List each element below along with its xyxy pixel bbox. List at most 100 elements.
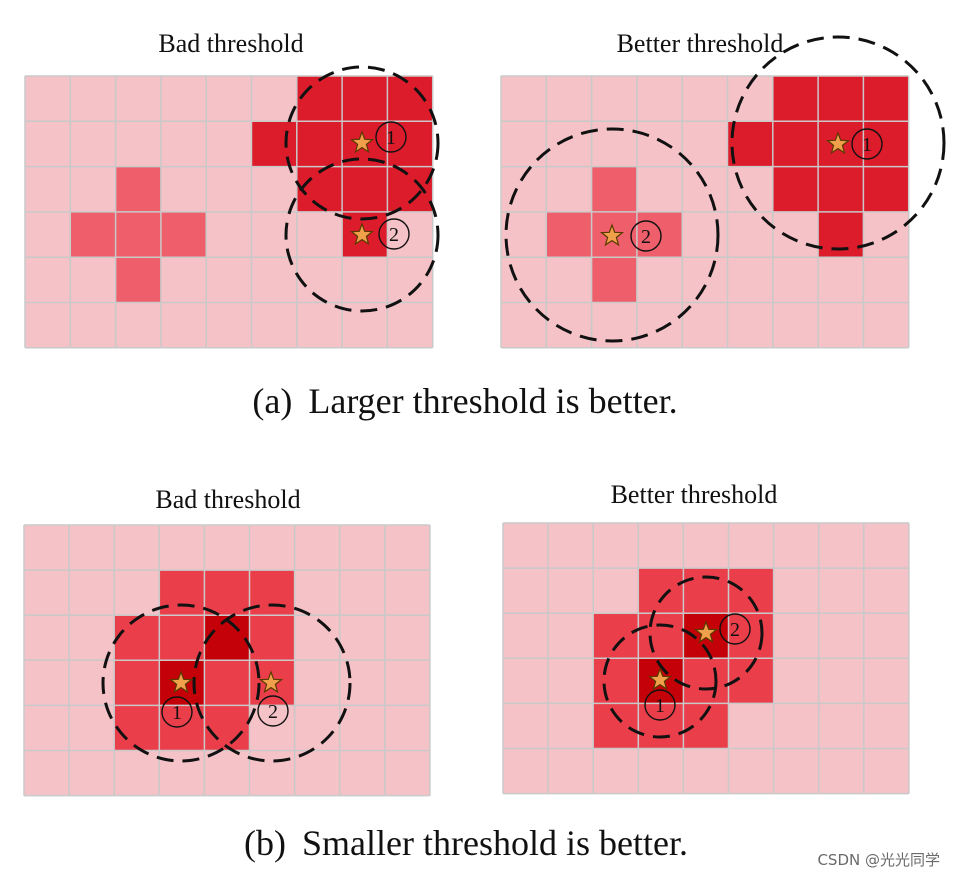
highlighted-cell xyxy=(638,613,684,659)
marker-number-circle xyxy=(630,220,662,252)
panel-b: Bad threshold Better threshold 1 2 1 2 (b) S… xyxy=(23,480,910,863)
panel-a-left-grid xyxy=(24,75,434,349)
highlighted-cell xyxy=(114,660,160,706)
highlighted-cell xyxy=(683,658,729,704)
panel-b-caption: (b) Smaller threshold is better. xyxy=(244,823,688,863)
marker-number-circle xyxy=(644,689,676,721)
highlighted-cell xyxy=(727,121,773,167)
panel-b-right-grid xyxy=(502,522,910,795)
panel-a-caption-label: (a) xyxy=(252,381,292,421)
highlighted-cell xyxy=(387,121,433,167)
threshold-circle xyxy=(192,603,352,763)
marker-number: 2 xyxy=(641,226,651,248)
marker-number-circle xyxy=(375,121,407,153)
highlighted-cell xyxy=(159,615,205,661)
grid-lines xyxy=(23,524,431,797)
threshold-circle xyxy=(284,157,440,313)
marker-number-circle xyxy=(161,696,193,728)
panel-b-right-title: Better threshold xyxy=(611,480,778,509)
highlighted-cell xyxy=(387,166,433,212)
highlighted-cell xyxy=(160,211,207,258)
star-icon xyxy=(647,667,673,691)
star-icon xyxy=(693,620,719,644)
threshold-circle xyxy=(730,35,946,251)
highlighted-cell xyxy=(546,211,592,258)
grid-lines xyxy=(502,522,910,795)
highlighted-cell xyxy=(593,703,639,749)
highlighted-cell xyxy=(863,166,909,212)
highlighted-cell xyxy=(863,76,909,122)
panel-b-left-circles xyxy=(101,603,352,763)
highlighted-cell xyxy=(204,705,250,751)
marker-number: 2 xyxy=(268,701,278,723)
marker-number: 2 xyxy=(389,224,399,246)
panel-b-caption-text: Smaller threshold is better. xyxy=(302,823,688,863)
marker-number: 1 xyxy=(386,127,396,149)
highlighted-cell xyxy=(591,166,637,212)
highlighted-cell xyxy=(342,76,388,122)
highlighted-cell xyxy=(249,615,295,661)
panel-b-right-circles xyxy=(602,575,764,739)
marker-number-circle xyxy=(257,695,289,727)
threshold-circle xyxy=(648,575,764,691)
star-icon xyxy=(258,670,284,694)
highlighted-cell xyxy=(728,568,774,614)
highlighted-cell xyxy=(115,257,161,303)
highlighted-cell xyxy=(683,568,729,614)
panel-a-markers: 1 2 2 1 xyxy=(349,121,883,252)
panel-b-markers: 1 2 1 2 xyxy=(161,613,751,728)
threshold-circle xyxy=(602,623,718,739)
highlighted-cell xyxy=(772,121,819,167)
highlighted-cell xyxy=(249,570,295,616)
highlighted-cell xyxy=(636,211,683,258)
highlighted-cell xyxy=(591,257,637,303)
threshold-circle xyxy=(101,603,261,763)
highlighted-cell xyxy=(114,615,160,661)
highlighted-cell xyxy=(387,76,433,122)
panel-a-left-title: Bad threshold xyxy=(158,29,303,58)
highlighted-cell xyxy=(818,76,864,122)
highlighted-cell xyxy=(593,613,639,659)
grid-lines xyxy=(24,75,434,349)
marker-number-circle xyxy=(378,218,410,250)
highlighted-cell xyxy=(159,570,205,616)
star-icon xyxy=(168,670,194,694)
panel-a: Bad threshold Better threshold 1 2 2 1 (a) L… xyxy=(24,29,946,421)
panel-b-caption-label: (b) xyxy=(244,823,286,863)
panel-a-caption-text: Larger threshold is better. xyxy=(308,381,677,421)
panel-a-left-circles xyxy=(284,65,440,313)
panel-b-left-title: Bad threshold xyxy=(155,485,300,514)
highlighted-cell xyxy=(683,703,729,749)
marker-number: 1 xyxy=(655,695,665,717)
highlighted-cell xyxy=(114,705,160,751)
marker-number-circle xyxy=(851,128,883,160)
panel-a-right-title: Better threshold xyxy=(617,29,784,58)
marker-number: 2 xyxy=(730,619,740,641)
watermark: CSDN @光光同学 xyxy=(817,851,940,869)
highlighted-cell xyxy=(772,76,819,122)
highlighted-cell xyxy=(342,166,388,212)
highlighted-cell xyxy=(818,166,864,212)
highlighted-cell xyxy=(296,121,343,167)
threshold-circle xyxy=(284,65,440,221)
marker-number: 1 xyxy=(172,702,182,724)
grid-lines xyxy=(500,75,910,349)
highlighted-cell xyxy=(204,570,250,616)
marker-number-circle xyxy=(719,613,751,645)
highlighted-cell xyxy=(638,568,684,614)
panel-a-right-circles xyxy=(504,35,946,343)
highlighted-cell xyxy=(251,121,297,167)
highlighted-cell xyxy=(772,166,819,212)
star-icon xyxy=(599,223,625,247)
star-icon xyxy=(825,131,851,155)
highlighted-cell xyxy=(70,211,116,258)
panel-a-caption: (a) Larger threshold is better. xyxy=(252,381,677,421)
panel-a-right-grid xyxy=(500,75,910,349)
highlighted-cell xyxy=(728,613,774,659)
threshold-circle xyxy=(504,127,720,343)
highlighted-cell xyxy=(159,705,205,751)
star-icon xyxy=(349,222,375,246)
star-icon xyxy=(349,130,375,154)
highlighted-cell xyxy=(204,660,250,706)
